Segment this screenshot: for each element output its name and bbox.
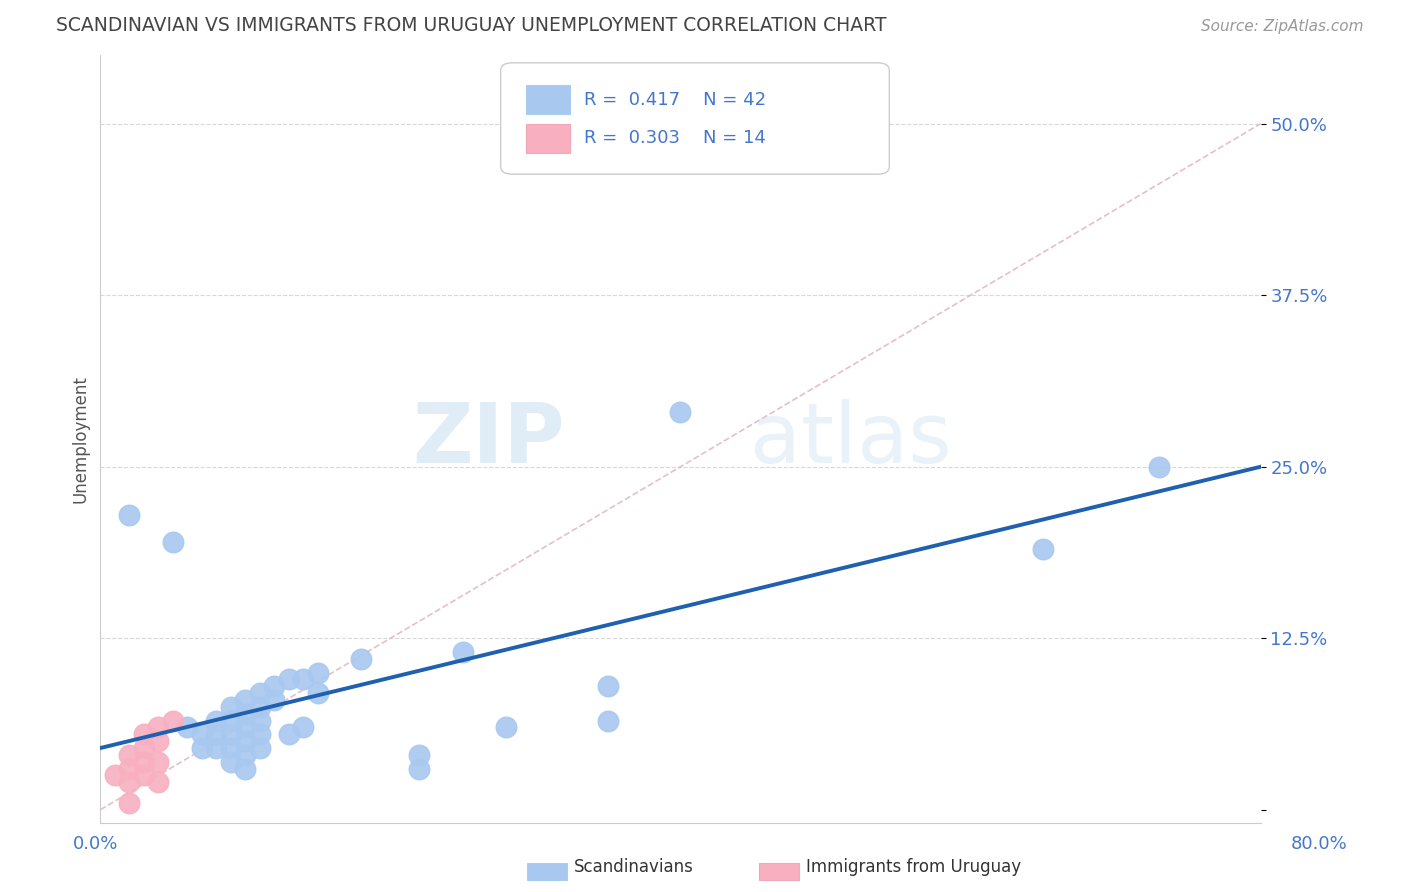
Text: 80.0%: 80.0%: [1291, 835, 1347, 853]
Point: [292, 673, 315, 687]
Point: [596, 714, 619, 728]
Point: [249, 741, 271, 756]
Point: [132, 755, 155, 769]
Point: [277, 727, 299, 741]
Point: [669, 405, 692, 419]
Text: R =  0.417    N = 42: R = 0.417 N = 42: [583, 91, 766, 109]
Point: [148, 775, 170, 789]
Point: [162, 714, 184, 728]
Point: [235, 762, 257, 776]
Point: [205, 727, 228, 741]
Point: [408, 747, 430, 762]
Point: [451, 645, 474, 659]
Point: [191, 727, 214, 741]
Point: [219, 699, 242, 714]
Point: [596, 679, 619, 693]
Point: [205, 714, 228, 728]
Point: [235, 734, 257, 748]
Point: [132, 727, 155, 741]
Point: [132, 768, 155, 782]
Point: [292, 721, 315, 735]
Point: [219, 755, 242, 769]
Point: [118, 762, 141, 776]
Point: [235, 693, 257, 707]
Point: [1032, 542, 1054, 557]
Point: [350, 652, 373, 666]
Point: [118, 775, 141, 789]
Text: ZIP: ZIP: [412, 399, 564, 480]
Text: Immigrants from Uruguay: Immigrants from Uruguay: [806, 858, 1021, 876]
Point: [235, 706, 257, 721]
Point: [118, 747, 141, 762]
Text: R =  0.303    N = 14: R = 0.303 N = 14: [583, 129, 766, 147]
Point: [219, 741, 242, 756]
Point: [249, 686, 271, 700]
Point: [1147, 459, 1170, 474]
Point: [277, 673, 299, 687]
Text: atlas: atlas: [751, 399, 952, 480]
Text: Scandinavians: Scandinavians: [574, 858, 693, 876]
Text: SCANDINAVIAN VS IMMIGRANTS FROM URUGUAY UNEMPLOYMENT CORRELATION CHART: SCANDINAVIAN VS IMMIGRANTS FROM URUGUAY …: [56, 16, 887, 35]
Text: Source: ZipAtlas.com: Source: ZipAtlas.com: [1201, 20, 1364, 34]
Point: [235, 721, 257, 735]
FancyBboxPatch shape: [526, 123, 571, 153]
Point: [219, 727, 242, 741]
Point: [249, 727, 271, 741]
Point: [263, 693, 285, 707]
Point: [148, 721, 170, 735]
Point: [495, 721, 517, 735]
Text: 0.0%: 0.0%: [73, 835, 118, 853]
Point: [235, 747, 257, 762]
Point: [408, 762, 430, 776]
Y-axis label: Unemployment: Unemployment: [72, 376, 89, 503]
Point: [162, 535, 184, 549]
Point: [176, 721, 198, 735]
Point: [249, 699, 271, 714]
Point: [118, 508, 141, 522]
Point: [307, 686, 329, 700]
Point: [132, 741, 155, 756]
FancyBboxPatch shape: [501, 62, 890, 174]
Point: [104, 768, 127, 782]
FancyBboxPatch shape: [526, 85, 571, 114]
Point: [249, 714, 271, 728]
Point: [148, 734, 170, 748]
Point: [191, 741, 214, 756]
Point: [307, 665, 329, 680]
Point: [205, 741, 228, 756]
Point: [148, 755, 170, 769]
Point: [263, 679, 285, 693]
Point: [219, 714, 242, 728]
Point: [118, 796, 141, 810]
